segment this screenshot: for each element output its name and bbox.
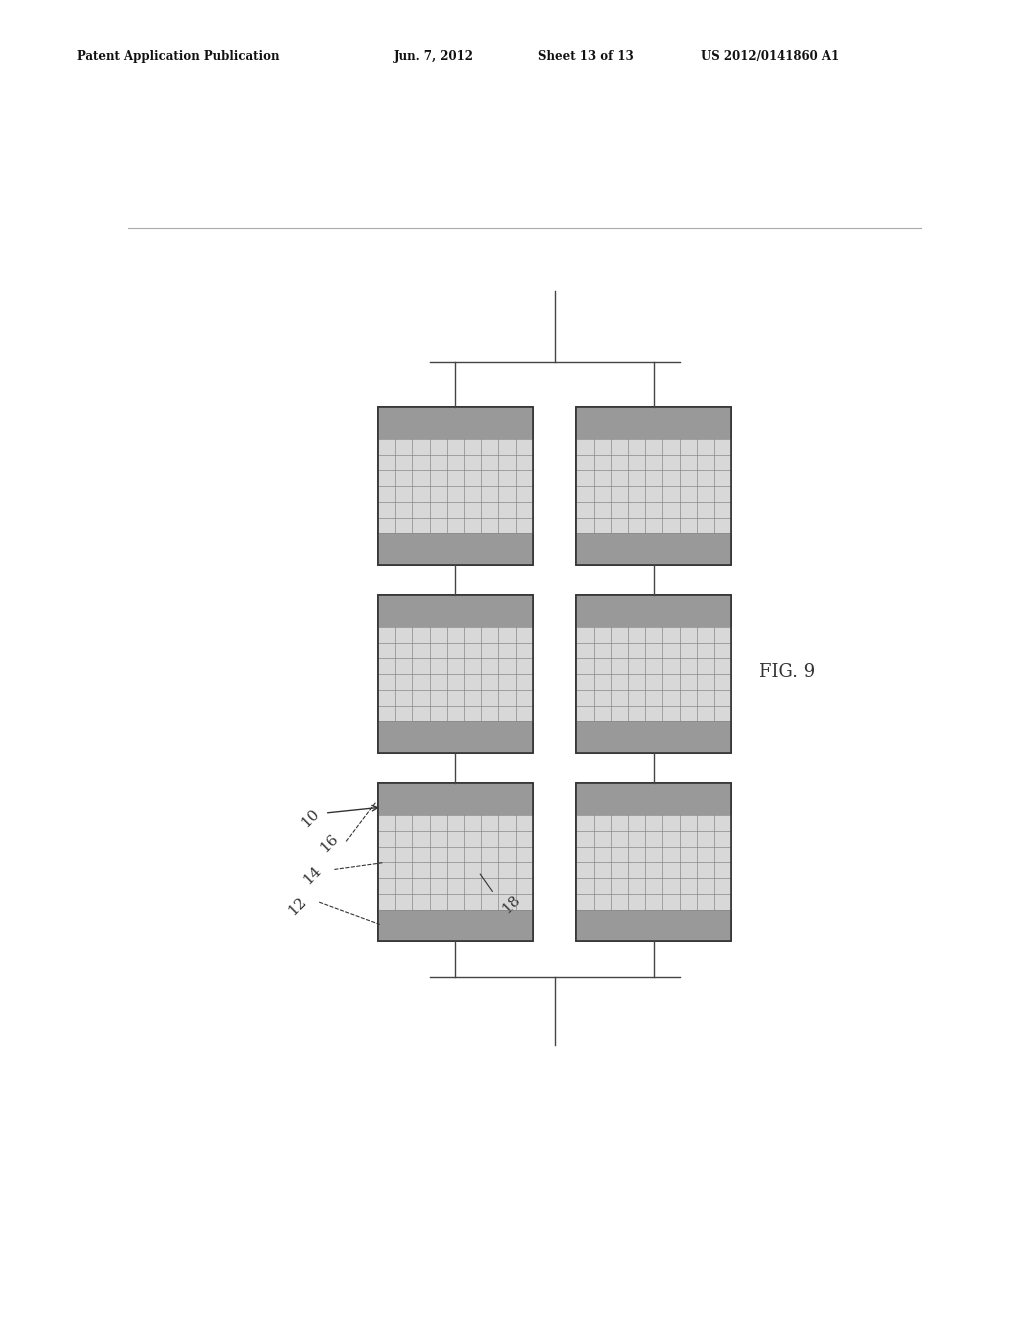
Bar	[577, 595, 731, 752]
Bar	[378, 627, 532, 722]
Bar	[577, 440, 731, 533]
Bar	[378, 784, 532, 941]
Text: 16: 16	[317, 832, 341, 855]
Bar	[378, 595, 532, 752]
Text: Patent Application Publication: Patent Application Publication	[77, 50, 280, 63]
Bar	[378, 440, 532, 533]
Bar	[378, 533, 532, 565]
Bar	[378, 722, 532, 752]
Text: 12: 12	[286, 895, 309, 919]
Bar	[378, 595, 532, 627]
Bar	[577, 595, 731, 752]
Bar	[577, 627, 731, 722]
Bar	[577, 722, 731, 752]
Text: 10: 10	[299, 807, 323, 830]
Bar	[577, 408, 731, 565]
Text: 18: 18	[500, 892, 523, 916]
Bar	[577, 595, 731, 627]
Bar	[577, 408, 731, 565]
Text: Jun. 7, 2012: Jun. 7, 2012	[394, 50, 474, 63]
Bar	[378, 784, 532, 814]
Bar	[378, 784, 532, 941]
Text: Sheet 13 of 13: Sheet 13 of 13	[538, 50, 634, 63]
Bar	[378, 595, 532, 752]
Bar	[577, 784, 731, 941]
Bar	[577, 533, 731, 565]
Text: 14: 14	[300, 863, 324, 887]
Bar	[577, 814, 731, 909]
Bar	[577, 784, 731, 941]
Bar	[378, 408, 532, 565]
Bar	[378, 408, 532, 440]
Text: US 2012/0141860 A1: US 2012/0141860 A1	[701, 50, 840, 63]
Text: FIG. 9: FIG. 9	[759, 663, 815, 681]
Bar	[577, 784, 731, 814]
Bar	[378, 814, 532, 909]
Bar	[577, 408, 731, 440]
Bar	[378, 408, 532, 565]
Bar	[378, 909, 532, 941]
Bar	[577, 909, 731, 941]
